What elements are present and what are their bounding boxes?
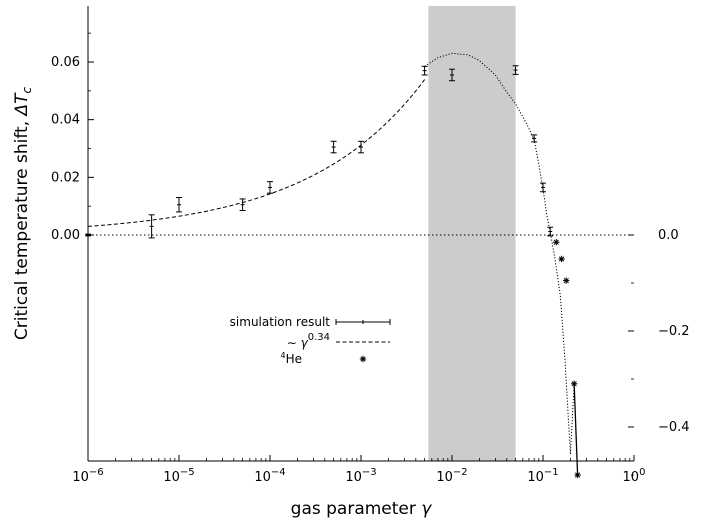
x-axis-label: gas parameter γ: [291, 499, 433, 519]
asterisk-stroke: [563, 277, 569, 284]
x-tick-label: 10−4: [254, 467, 285, 485]
fit-curve-dashed: [87, 79, 426, 227]
simulation-point: [239, 198, 246, 211]
simulation-point: [421, 65, 428, 76]
x-tick-label: 10−2: [436, 467, 467, 485]
he-point: [558, 255, 565, 263]
y-axis-label: Critical temperature shift, ΔTc: [12, 86, 34, 340]
x-tick-label: 100: [623, 467, 646, 485]
right-tick-label: 0.0: [658, 228, 679, 243]
asterisk-stroke: [574, 472, 581, 478]
left-tick-label: 0.00: [51, 228, 80, 243]
left-tick-label: 0.06: [51, 55, 80, 70]
legend-label-simulation: simulation result: [230, 315, 331, 329]
he-point: [553, 239, 560, 246]
legend-swatch-asterisk: [359, 355, 367, 363]
shaded-band-layer: [428, 6, 516, 461]
simulation-point: [540, 182, 546, 193]
simulation-point: [330, 140, 337, 154]
simulation-point: [148, 214, 155, 239]
shaded-band: [428, 6, 516, 461]
x-tick-label: 10−5: [163, 467, 194, 485]
he-point: [570, 380, 578, 387]
simulation-point: [512, 65, 519, 75]
simulation-point: [531, 134, 538, 143]
legend-label-he: 4He: [281, 351, 303, 366]
point-layer: [85, 65, 581, 479]
simulation-point: [449, 68, 455, 82]
legend-label-fit: ∼ γ0.34: [287, 332, 330, 350]
he-point: [563, 277, 570, 284]
x-tick-label: 10−3: [345, 467, 376, 485]
left-tick-label: 0.04: [51, 113, 80, 128]
simulation-point: [358, 140, 364, 154]
curve-layer: [87, 52, 579, 476]
he-solid-segment: [573, 383, 579, 476]
right-tick-label: −0.4: [658, 420, 690, 435]
simulation-point: [547, 226, 554, 237]
asterisk-stroke: [360, 356, 366, 362]
right-tick-label: −0.2: [658, 324, 690, 339]
asterisk-stroke: [558, 256, 565, 262]
simulation-point: [176, 197, 182, 213]
asterisk-stroke: [571, 381, 577, 387]
simulation-point: [267, 181, 273, 194]
dotted-trend-curve: [424, 52, 571, 455]
x-tick-label: 10−6: [72, 467, 103, 485]
axis-layer: 10−6 10−5 10−4 10−3 10−2 10−1 100 0.00 0.02 0.04 0…: [12, 6, 690, 519]
dotted-to-he-curve: [569, 383, 575, 455]
he-point: [574, 471, 581, 479]
x-tick-label: 10−1: [527, 467, 558, 485]
asterisk-stroke: [553, 239, 559, 245]
left-tick-label: 0.02: [51, 170, 80, 185]
